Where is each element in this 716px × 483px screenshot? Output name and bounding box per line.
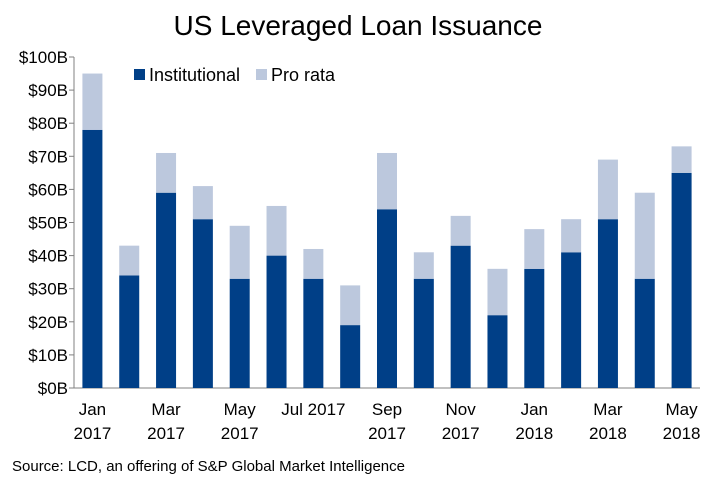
bar-pro-rata: [266, 205, 287, 256]
y-tick-label: $90B: [28, 81, 68, 100]
bar-institutional: [634, 278, 655, 388]
y-tick-label: $50B: [28, 214, 68, 233]
x-tick-label: Jan 2017: [73, 400, 111, 443]
bar-pro-rata: [377, 152, 397, 210]
y-tick-label: $100B: [19, 48, 68, 67]
bar-institutional: [413, 278, 434, 388]
bar-institutional: [229, 278, 250, 388]
legend-swatch: [256, 69, 267, 80]
bar-pro-rata: [192, 186, 213, 220]
bar-pro-rata: [82, 73, 103, 130]
x-axis: Jan 2017 Mar 2017 May 2017 Jul 2017 Sep 2017 Nov 2…: [73, 387, 701, 443]
bar-institutional: [487, 315, 508, 388]
x-tick-label: Mar 2017: [147, 400, 185, 443]
bar-pro-rata: [229, 225, 250, 279]
bar-institutional: [192, 219, 213, 388]
legend-label: Pro rata: [271, 65, 336, 85]
bar-pro-rata: [303, 248, 324, 279]
bar-pro-rata: [561, 219, 582, 253]
y-tick-label: $20B: [28, 313, 68, 332]
bar-institutional: [340, 325, 361, 388]
bar-group: [82, 73, 692, 388]
y-axis: $0B $10B $20B $30B $40B $50B $60B $70B $80B $90B $…: [19, 48, 75, 398]
bar-institutional: [671, 172, 692, 388]
y-tick-label: $10B: [28, 346, 68, 365]
bar-pro-rata: [119, 245, 140, 276]
x-tick-label: Jan 2018: [515, 400, 553, 443]
legend: Institutional Pro rata: [134, 65, 336, 85]
legend-swatch: [134, 69, 145, 80]
bar-institutional: [266, 255, 287, 388]
bar-institutional: [303, 278, 324, 388]
y-tick-label: $30B: [28, 280, 68, 299]
y-tick-label: $70B: [28, 147, 68, 166]
bar-institutional: [597, 219, 618, 388]
y-tick-label: $40B: [28, 247, 68, 266]
bar-institutional: [524, 268, 545, 388]
x-tick-label: May 2017: [221, 400, 259, 443]
y-tick-label: $80B: [28, 114, 68, 133]
bar-institutional: [82, 129, 103, 388]
y-tick-label: $60B: [28, 180, 68, 199]
legend-label: Institutional: [149, 65, 240, 85]
bar-institutional: [156, 192, 177, 388]
x-tick-label: May 2018: [663, 400, 701, 443]
source-note: Source: LCD, an offering of S&P Global M…: [12, 458, 405, 475]
y-tick-label: $0B: [38, 379, 68, 398]
bar-pro-rata: [487, 268, 508, 316]
bar-institutional: [450, 245, 471, 388]
x-tick-label: Sep 2017: [368, 400, 406, 443]
bar-pro-rata: [524, 229, 545, 269]
bar-institutional: [377, 209, 397, 388]
bar-pro-rata: [634, 192, 655, 279]
bar-institutional: [119, 275, 140, 388]
bar-pro-rata: [413, 252, 434, 279]
bar-pro-rata: [671, 146, 692, 173]
bar-institutional: [561, 252, 582, 388]
x-tick-label: Nov 2017: [442, 400, 480, 443]
bar-pro-rata: [340, 285, 361, 326]
x-tick-label: Jul 2017: [281, 400, 345, 419]
bar-pro-rata: [156, 152, 177, 193]
x-tick-label: Mar 2018: [589, 400, 627, 443]
bar-pro-rata: [450, 215, 471, 246]
chart-title: US Leveraged Loan Issuance: [173, 10, 543, 41]
bar-pro-rata: [597, 159, 618, 220]
